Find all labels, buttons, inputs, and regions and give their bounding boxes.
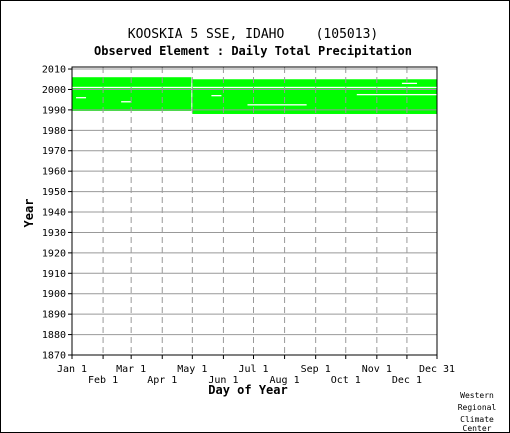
y-tick-labels: 2010 2000 1990 1980 1970 1960 1950 1940 1930 1920… xyxy=(42,65,72,362)
credit-line: Western xyxy=(460,391,494,400)
x-tick-label: Nov 1 xyxy=(362,364,392,375)
x-tick-label: Oct 1 xyxy=(331,375,361,386)
credit-line: Regional xyxy=(458,403,497,412)
credit-line: Climate xyxy=(460,415,494,424)
y-tick-label: 1970 xyxy=(42,146,66,157)
x-tick-label: Sep 1 xyxy=(301,364,331,375)
data-gap xyxy=(211,94,222,97)
x-tick-label: Jun 1 xyxy=(208,375,238,386)
x-tick-labels: Jan 1 Mar 1 May 1 Jul 1 Sep 1 Nov 1 Dec 31 Feb … xyxy=(57,355,455,386)
y-tick-label: 1920 xyxy=(42,248,66,259)
data-gap xyxy=(356,93,437,96)
y-tick-label: 1880 xyxy=(42,330,66,341)
data-gap xyxy=(121,101,132,103)
data-band xyxy=(192,79,437,114)
x-tick-label: Dec 1 xyxy=(392,375,422,386)
x-tick-label: Apr 1 xyxy=(147,375,177,386)
x-tick-label: Feb 1 xyxy=(88,375,118,386)
grid-lines xyxy=(71,66,438,356)
y-tick-label: 1930 xyxy=(42,228,66,239)
chart-title: KOOSKIA 5 SSE, IDAHO (105013) xyxy=(128,27,378,42)
x-tick-label: Jul 1 xyxy=(238,364,268,375)
y-tick-label: 1900 xyxy=(42,289,66,300)
data-gap xyxy=(76,97,87,99)
y-tick-label: 1870 xyxy=(42,351,66,362)
x-tick-label: Mar 1 xyxy=(116,364,146,375)
data-gap xyxy=(401,82,417,85)
x-tick-label: Jan 1 xyxy=(57,364,87,375)
y-tick-label: 1990 xyxy=(42,105,66,116)
data-gap xyxy=(72,86,437,89)
data-band xyxy=(72,77,192,111)
x-axis-label: Day of Year xyxy=(208,383,287,397)
plot-border xyxy=(71,66,438,356)
y-tick-label: 1940 xyxy=(42,208,66,219)
credit-line: Center xyxy=(463,424,492,433)
y-tick-label: 2010 xyxy=(42,65,66,76)
data-points xyxy=(72,77,437,114)
plot-area xyxy=(72,67,437,355)
plot-background xyxy=(72,67,437,355)
y-tick-label: 1950 xyxy=(42,187,66,198)
y-tick-label: 1890 xyxy=(42,310,66,321)
y-tick-label: 2000 xyxy=(42,85,66,96)
y-tick-label: 1960 xyxy=(42,167,66,178)
y-tick-label: 1910 xyxy=(42,269,66,280)
x-tick-label: Aug 1 xyxy=(270,375,300,386)
data-gap xyxy=(247,104,307,106)
y-axis-label: Year xyxy=(22,199,36,228)
x-tick-label: May 1 xyxy=(177,364,207,375)
credit-block: Western Regional Climate Center xyxy=(458,391,497,433)
chart-subtitle: Observed Element : Daily Total Precipita… xyxy=(94,44,412,58)
x-tick-label: Dec 31 xyxy=(419,364,455,375)
y-tick-label: 1980 xyxy=(42,126,66,137)
